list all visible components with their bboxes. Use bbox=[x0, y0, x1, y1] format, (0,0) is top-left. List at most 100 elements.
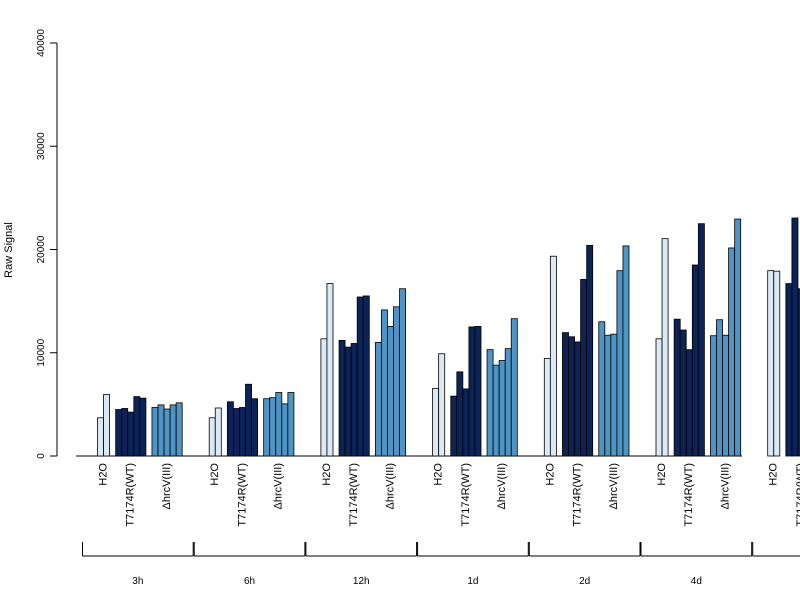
bar bbox=[691, 264, 699, 457]
bar bbox=[151, 407, 159, 457]
bar bbox=[450, 395, 458, 457]
category-label: T7174R(WT) bbox=[683, 463, 695, 527]
bar bbox=[728, 247, 736, 457]
bar bbox=[510, 318, 518, 457]
bar bbox=[338, 339, 346, 457]
bar bbox=[504, 348, 512, 457]
bar bbox=[797, 288, 800, 457]
category-label: H2O bbox=[544, 463, 556, 486]
bar bbox=[115, 409, 123, 457]
bar bbox=[791, 217, 799, 457]
bar bbox=[350, 343, 358, 457]
bar bbox=[387, 326, 394, 457]
bar bbox=[462, 388, 470, 457]
bar bbox=[393, 306, 400, 457]
group-label: 2d bbox=[579, 576, 590, 587]
category-label: H2O bbox=[656, 463, 668, 486]
category-label: T7174R(WT) bbox=[460, 463, 472, 527]
bar bbox=[785, 283, 793, 457]
bars bbox=[97, 217, 800, 457]
y-tick-label: 40000 bbox=[36, 29, 47, 57]
y-tick-label: 0 bbox=[36, 453, 47, 459]
category-label: H2O bbox=[321, 463, 333, 486]
category-label: ΔhrcV(III) bbox=[384, 463, 396, 509]
bar bbox=[175, 402, 183, 457]
category-label: T7174R(WT) bbox=[795, 463, 800, 527]
bar bbox=[226, 401, 234, 457]
bar bbox=[549, 255, 557, 457]
y-tick-label: 30000 bbox=[36, 132, 47, 160]
bar bbox=[679, 329, 687, 457]
bar bbox=[734, 218, 742, 457]
y-tick-label: 20000 bbox=[36, 235, 47, 263]
bar bbox=[697, 223, 705, 457]
bar bbox=[399, 288, 406, 457]
y-axis-label: Raw Signal bbox=[3, 222, 15, 278]
bar bbox=[486, 349, 494, 457]
y-axis: 0 10000 20000 30000 40000 bbox=[36, 29, 58, 459]
bar bbox=[281, 403, 289, 457]
bar bbox=[456, 371, 464, 457]
bar bbox=[710, 335, 717, 457]
group-label: 6h bbox=[244, 576, 255, 587]
group-brackets: 3h6h12h1d2d4d6d bbox=[82, 542, 800, 587]
bar bbox=[574, 341, 581, 457]
bar bbox=[767, 270, 775, 457]
category-label: H2O bbox=[209, 463, 221, 486]
category-label: ΔhrcV(III) bbox=[496, 463, 508, 509]
bar bbox=[716, 319, 723, 457]
bar bbox=[374, 342, 382, 457]
bar bbox=[232, 408, 240, 457]
category-label: T7174R(WT) bbox=[125, 463, 137, 527]
bar bbox=[275, 392, 283, 457]
bar bbox=[543, 358, 551, 457]
bar bbox=[97, 417, 104, 457]
group-label: 1d bbox=[467, 576, 478, 587]
bar bbox=[616, 270, 624, 457]
bar bbox=[251, 398, 259, 457]
bar bbox=[344, 346, 352, 457]
category-label: ΔhrcV(III) bbox=[608, 463, 620, 509]
bar bbox=[562, 332, 569, 457]
bar bbox=[103, 394, 111, 457]
bar bbox=[610, 333, 618, 457]
category-label: ΔhrcV(III) bbox=[719, 463, 731, 509]
bar bbox=[673, 318, 681, 457]
bar bbox=[121, 408, 129, 457]
bar bbox=[380, 309, 388, 457]
category-label: H2O bbox=[97, 463, 109, 486]
category-label: ΔhrcV(III) bbox=[273, 463, 285, 509]
y-tick-label: 10000 bbox=[36, 338, 47, 366]
bar bbox=[163, 408, 171, 457]
category-label: H2O bbox=[768, 463, 780, 486]
bar bbox=[438, 353, 446, 457]
bar bbox=[773, 270, 781, 457]
bar bbox=[133, 396, 141, 457]
bar bbox=[580, 279, 588, 457]
bar bbox=[157, 404, 165, 457]
bar bbox=[468, 326, 476, 457]
bar bbox=[474, 326, 482, 457]
bar bbox=[169, 404, 177, 457]
bar bbox=[432, 387, 440, 457]
category-label: T7174R(WT) bbox=[236, 463, 248, 527]
bar bbox=[287, 392, 295, 457]
bar bbox=[492, 364, 500, 457]
group-label: 4d bbox=[691, 576, 702, 587]
bar bbox=[356, 296, 364, 457]
bar bbox=[208, 417, 216, 457]
category-label: T7174R(WT) bbox=[571, 463, 583, 527]
bar bbox=[269, 397, 277, 457]
bar bbox=[661, 238, 669, 457]
bar bbox=[362, 295, 370, 457]
bar bbox=[263, 398, 271, 457]
category-label: T7174R(WT) bbox=[348, 463, 360, 527]
bar bbox=[685, 349, 693, 457]
bar bbox=[214, 407, 222, 457]
bar bbox=[139, 397, 147, 457]
bar bbox=[320, 338, 328, 457]
bar bbox=[622, 245, 630, 457]
bar bbox=[655, 338, 663, 457]
bar bbox=[598, 321, 606, 457]
